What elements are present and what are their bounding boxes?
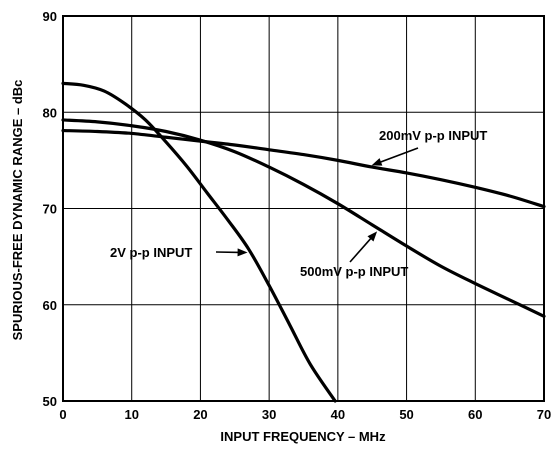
y-tick-label: 60 [43, 298, 57, 313]
x-tick-label: 20 [193, 407, 207, 422]
annotation-2v-p-p-input: 2V p-p INPUT [110, 245, 192, 260]
y-tick-label: 70 [43, 202, 57, 217]
annotations: 200mV p-p INPUT 2V p-p INPUT 500mV p-p INP… [110, 128, 487, 279]
annotation-500mv-p-p-input: 500mV p-p INPUT [300, 264, 408, 279]
x-tick-label: 70 [537, 407, 551, 422]
y-axis-title: SPURIOUS-FREE DYNAMIC RANGE – dBc [10, 80, 25, 341]
y-tick-label: 80 [43, 105, 57, 120]
x-tick-label: 40 [331, 407, 345, 422]
x-tick-label: 60 [468, 407, 482, 422]
annotation-arrow-head [372, 158, 383, 165]
y-tick-label: 90 [43, 9, 57, 24]
annotation-200mv-p-p-input: 200mV p-p INPUT [379, 128, 487, 143]
x-tick-label: 30 [262, 407, 276, 422]
series-line-500mv-p-p-input [63, 120, 544, 316]
x-tick-label: 10 [124, 407, 138, 422]
annotation-arrow-shaft [350, 237, 372, 262]
y-tick-label: 50 [43, 394, 57, 409]
annotation-arrow-head [238, 248, 248, 256]
x-tick-label: 0 [59, 407, 66, 422]
annotation-arrow-shaft [379, 148, 418, 163]
x-axis-title: INPUT FREQUENCY – MHz [220, 429, 386, 444]
x-tick-label: 50 [399, 407, 413, 422]
grid [63, 16, 544, 401]
